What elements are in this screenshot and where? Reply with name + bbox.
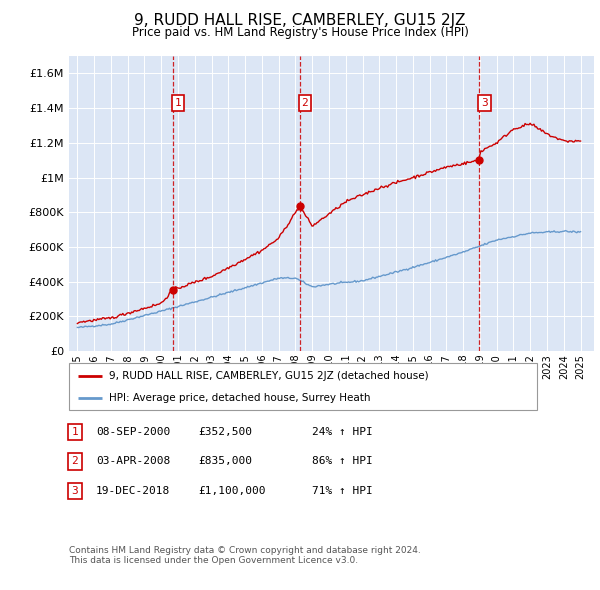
Text: 1: 1 — [175, 98, 181, 108]
Text: 3: 3 — [71, 486, 79, 496]
Text: 08-SEP-2000: 08-SEP-2000 — [96, 427, 170, 437]
FancyBboxPatch shape — [69, 363, 537, 410]
Text: Price paid vs. HM Land Registry's House Price Index (HPI): Price paid vs. HM Land Registry's House … — [131, 26, 469, 39]
Text: 3: 3 — [481, 98, 488, 108]
Text: 86% ↑ HPI: 86% ↑ HPI — [312, 457, 373, 466]
Text: 1: 1 — [71, 427, 79, 437]
Text: 24% ↑ HPI: 24% ↑ HPI — [312, 427, 373, 437]
Text: 2: 2 — [71, 457, 79, 466]
Text: £835,000: £835,000 — [198, 457, 252, 466]
Text: Contains HM Land Registry data © Crown copyright and database right 2024.: Contains HM Land Registry data © Crown c… — [69, 546, 421, 555]
Text: 03-APR-2008: 03-APR-2008 — [96, 457, 170, 466]
Text: 19-DEC-2018: 19-DEC-2018 — [96, 486, 170, 496]
Text: 71% ↑ HPI: 71% ↑ HPI — [312, 486, 373, 496]
Text: £1,100,000: £1,100,000 — [198, 486, 265, 496]
Text: 9, RUDD HALL RISE, CAMBERLEY, GU15 2JZ: 9, RUDD HALL RISE, CAMBERLEY, GU15 2JZ — [134, 13, 466, 28]
Text: £352,500: £352,500 — [198, 427, 252, 437]
Text: This data is licensed under the Open Government Licence v3.0.: This data is licensed under the Open Gov… — [69, 556, 358, 565]
Text: 2: 2 — [301, 98, 308, 108]
Text: 9, RUDD HALL RISE, CAMBERLEY, GU15 2JZ (detached house): 9, RUDD HALL RISE, CAMBERLEY, GU15 2JZ (… — [109, 371, 428, 381]
Text: HPI: Average price, detached house, Surrey Heath: HPI: Average price, detached house, Surr… — [109, 394, 370, 403]
